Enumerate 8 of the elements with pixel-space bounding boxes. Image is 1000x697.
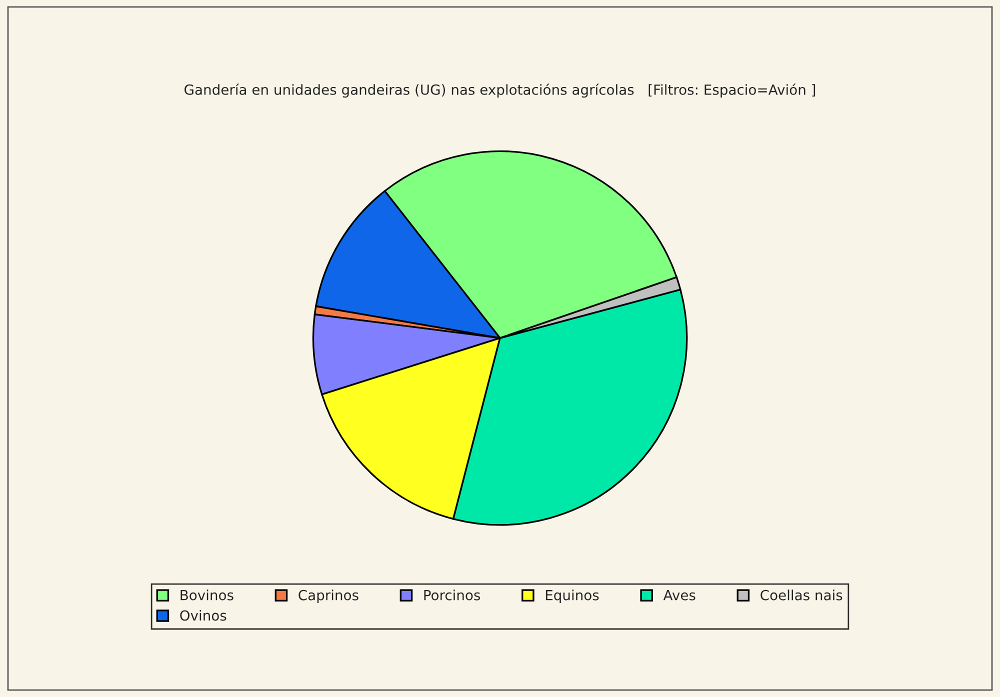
legend-label: Aves xyxy=(663,590,696,600)
legend-label: Equinos xyxy=(546,590,599,604)
chart-title: Gandería en unidades gandeiras (UG) nas explotacións agrícolas [Filtros: Espacio=Avión ] xyxy=(184,84,816,98)
legend-label: Porcinos xyxy=(424,590,480,600)
legend-label: Coellas nais xyxy=(760,590,842,600)
legend-label: Caprinos xyxy=(298,590,358,604)
legend-label: Bovinos xyxy=(180,590,234,600)
legend-label: Ovinos xyxy=(180,610,226,621)
